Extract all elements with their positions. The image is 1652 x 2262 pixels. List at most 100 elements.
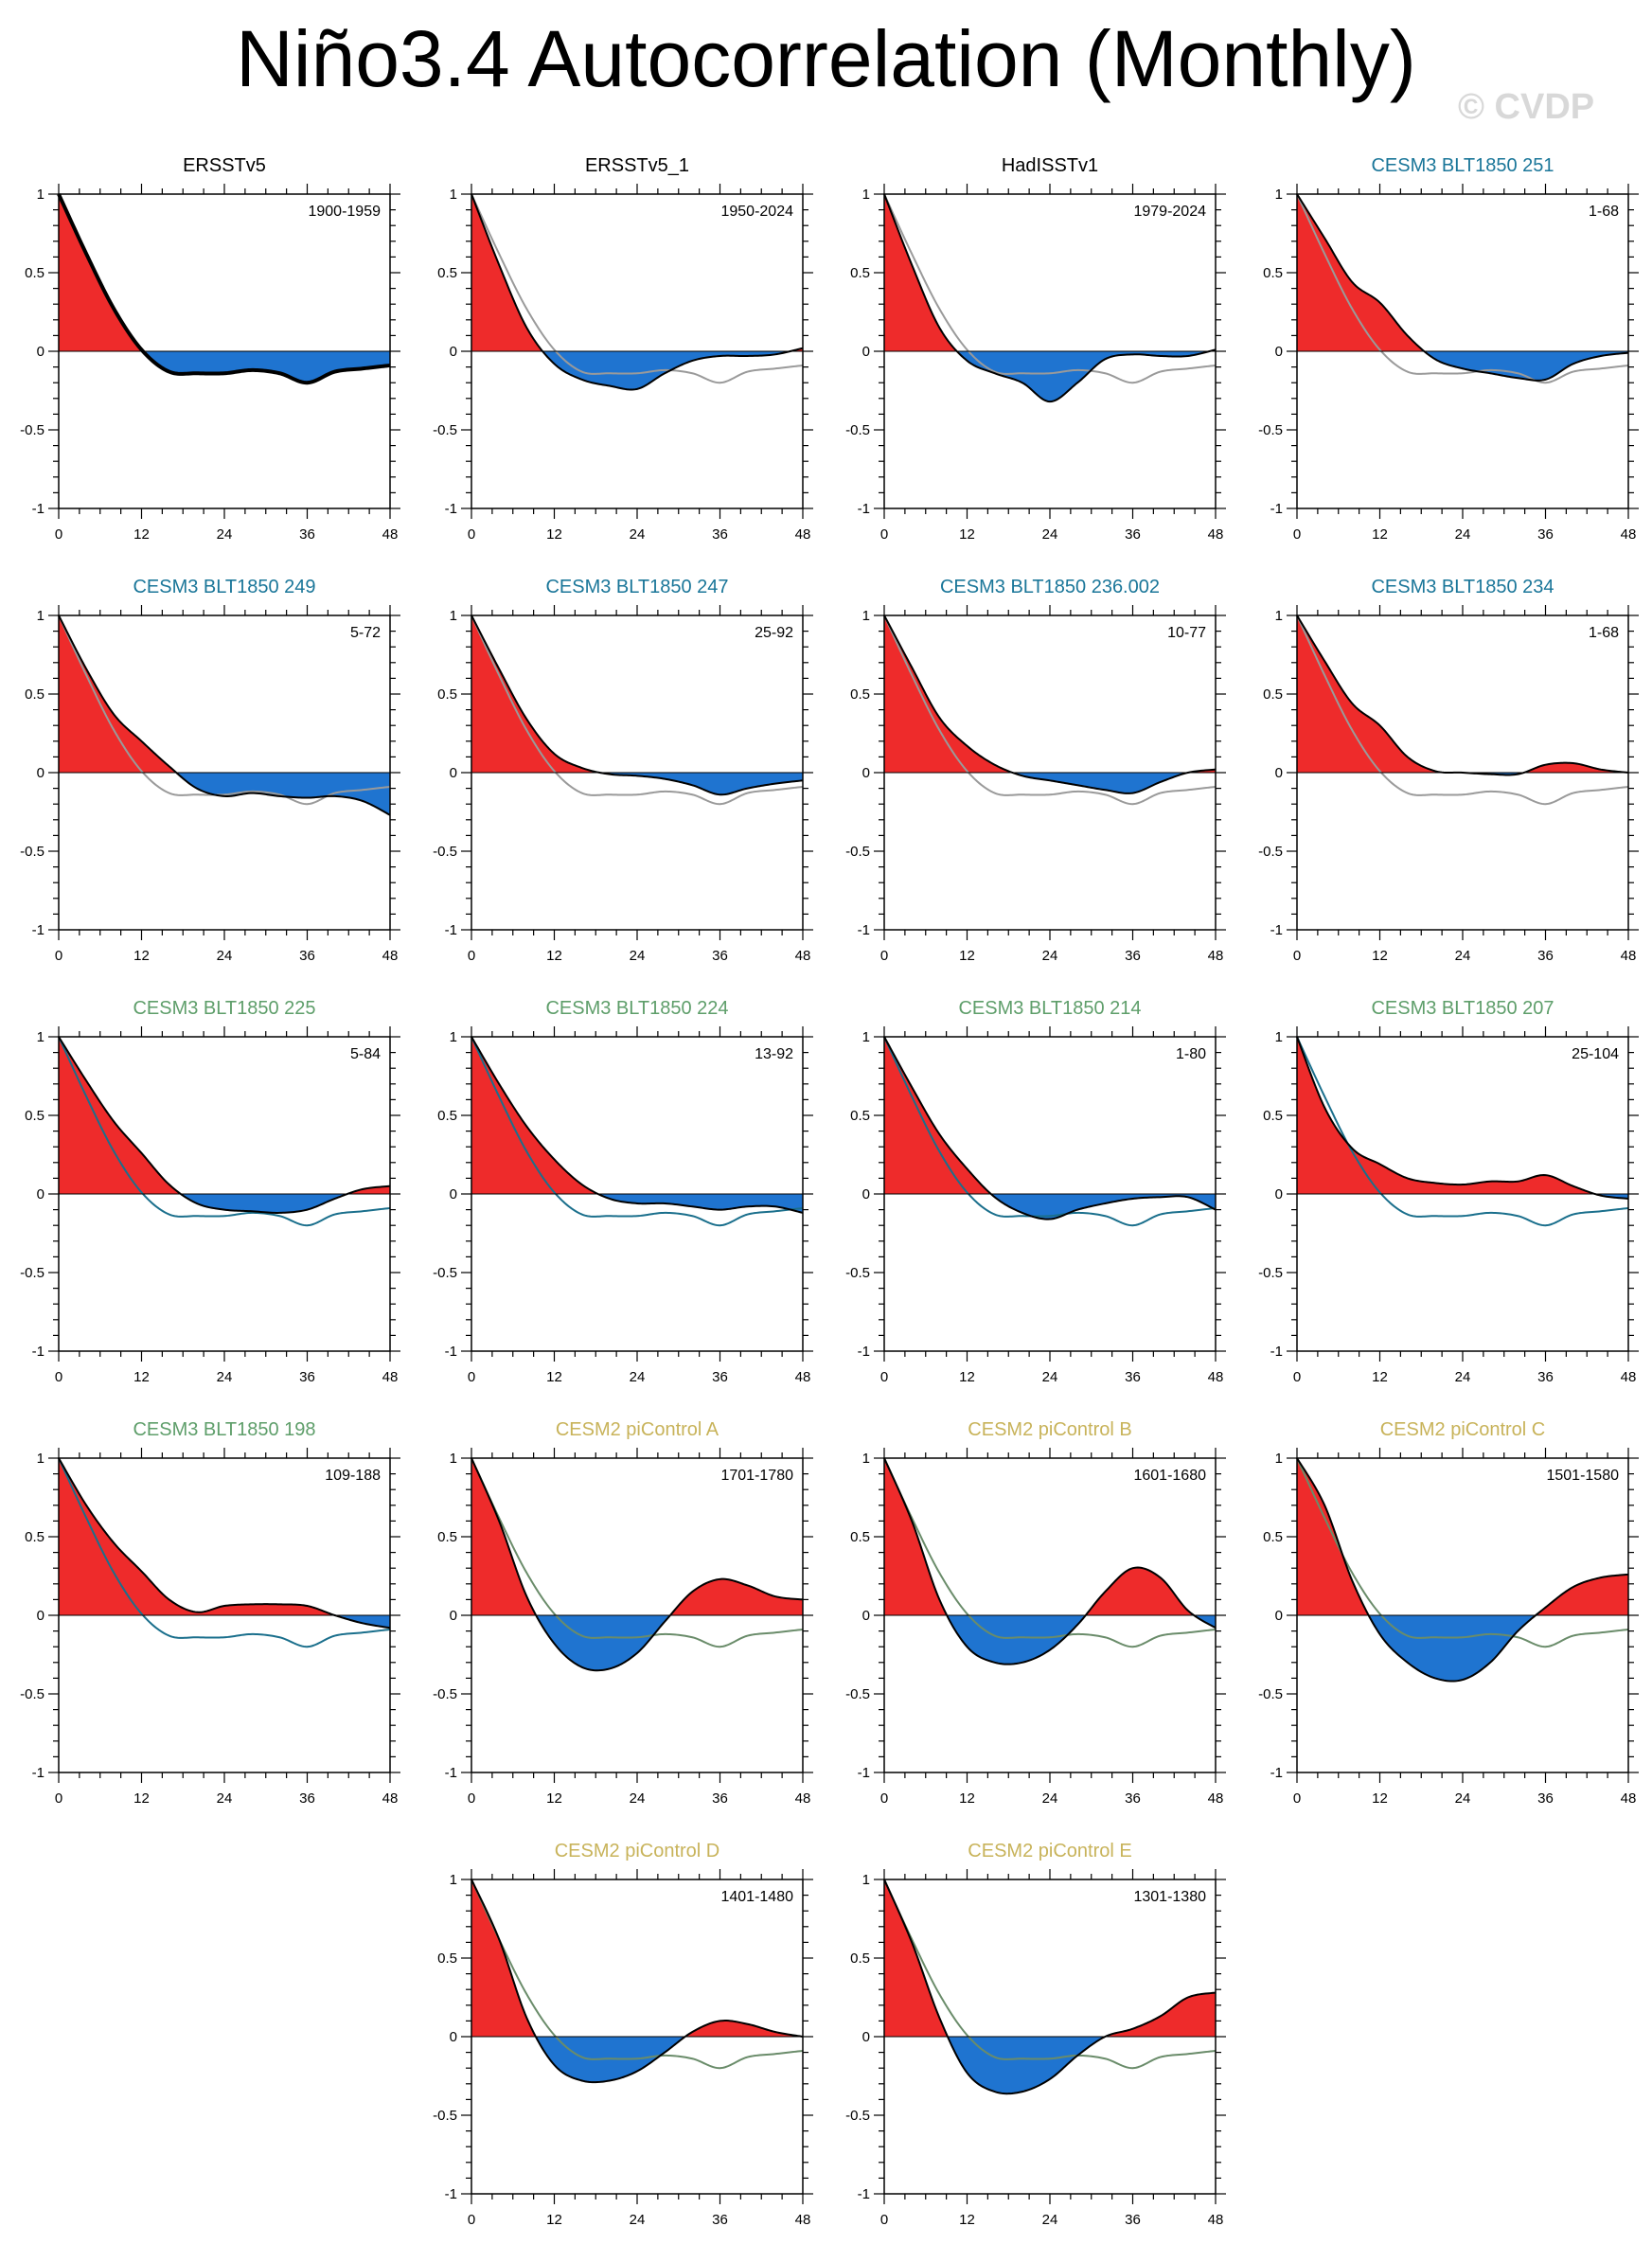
- x-tick-label: 36: [1537, 526, 1554, 543]
- panel-2: 0 12 24 36 48 1 0.5 0 -0.5 -1 ERSSTv5_1 1950-2024: [433, 155, 813, 543]
- y-tick-label: 1: [1275, 1029, 1283, 1045]
- positive-fill: [884, 1037, 1216, 1194]
- x-tick-label: 36: [1537, 948, 1554, 964]
- x-tick-label: 12: [133, 1369, 150, 1385]
- y-tick-label: 0.5: [850, 265, 870, 281]
- positive-fill: [471, 1458, 803, 1615]
- x-tick-label: 48: [795, 948, 811, 964]
- y-tick-label: 0: [1275, 1186, 1283, 1202]
- reference-line: [1296, 193, 1629, 384]
- x-tick-label: 48: [382, 948, 399, 964]
- x-tick-label: 36: [299, 1369, 315, 1385]
- panel-10: 0 12 24 36 48 1 0.5 0 -0.5 -1 CESM3 BLT1850 224 13-…: [433, 998, 813, 1385]
- negative-fill: [1297, 351, 1628, 381]
- panel-title: ERSSTv5: [183, 155, 266, 176]
- panel-title: CESM3 BLT1850 224: [545, 998, 728, 1019]
- y-tick-label: 0: [450, 765, 457, 781]
- y-tick-label: -0.5: [433, 844, 457, 860]
- negative-fill: [471, 1615, 803, 1671]
- y-tick-label: 0.5: [1263, 265, 1283, 281]
- x-tick-label: 12: [546, 1369, 562, 1385]
- panel-1: 0 12 24 36 48 1 0.5 0 -0.5 -1 ERSSTv5 1900-1959: [20, 155, 400, 543]
- x-tick-label: 12: [959, 1369, 975, 1385]
- y-tick-label: 1: [862, 608, 870, 624]
- x-tick-label: 0: [880, 948, 888, 964]
- panel-title: CESM3 BLT1850 214: [958, 998, 1141, 1019]
- y-tick-label: 0: [37, 1186, 44, 1202]
- x-tick-label: 0: [1293, 948, 1301, 964]
- negative-fill: [471, 2037, 803, 2083]
- x-tick-label: 48: [1621, 1790, 1637, 1807]
- x-tick-label: 12: [1372, 1790, 1388, 1807]
- x-tick-label: 12: [959, 1790, 975, 1807]
- x-tick-label: 48: [382, 526, 399, 543]
- y-tick-label: 0.5: [850, 1950, 870, 1967]
- x-tick-label: 36: [1125, 526, 1141, 543]
- panel-16: 0 12 24 36 48 1 0.5 0 -0.5 -1 CESM2 piControl C 150…: [1258, 1419, 1639, 1807]
- x-tick-label: 36: [712, 526, 728, 543]
- y-tick-label: -0.5: [845, 422, 870, 438]
- x-tick-label: 48: [1621, 526, 1637, 543]
- y-tick-label: -1: [32, 922, 44, 938]
- y-tick-label: -1: [1270, 1344, 1283, 1360]
- y-tick-label: -0.5: [845, 1265, 870, 1281]
- panel-8: 0 12 24 36 48 1 0.5 0 -0.5 -1 CESM3 BLT1850 234 1-6…: [1258, 577, 1639, 964]
- autocorrelation-line: [471, 1879, 804, 2084]
- y-tick-label: -1: [1270, 501, 1283, 517]
- x-tick-label: 0: [55, 948, 62, 964]
- x-tick-label: 24: [217, 948, 233, 964]
- y-tick-label: 0.5: [25, 265, 44, 281]
- y-tick-label: 0.5: [25, 1529, 44, 1545]
- panel-18: 0 12 24 36 48 1 0.5 0 -0.5 -1 CESM2 piControl E 130…: [845, 1841, 1226, 2228]
- y-tick-label: -1: [858, 1765, 870, 1781]
- negative-fill: [884, 351, 1216, 402]
- reference-line: [1296, 1457, 1629, 1648]
- x-tick-label: 0: [880, 1369, 888, 1385]
- x-tick-label: 36: [299, 1790, 315, 1807]
- period-label: 1900-1959: [308, 204, 381, 220]
- panel-14: 0 12 24 36 48 1 0.5 0 -0.5 -1 CESM2 piControl A 170…: [433, 1419, 813, 1807]
- autocorrelation-line: [471, 1036, 804, 1214]
- x-tick-label: 24: [1455, 526, 1471, 543]
- y-tick-label: -0.5: [1258, 422, 1283, 438]
- x-tick-label: 36: [712, 2212, 728, 2228]
- y-tick-label: 0.5: [1263, 1529, 1283, 1545]
- panel-title: CESM2 piControl A: [556, 1419, 719, 1440]
- y-tick-label: -1: [1270, 922, 1283, 938]
- y-tick-label: -0.5: [845, 2108, 870, 2124]
- x-tick-label: 12: [133, 948, 150, 964]
- x-tick-label: 24: [1455, 948, 1471, 964]
- x-tick-label: 12: [1372, 948, 1388, 964]
- autocorrelation-line: [471, 193, 804, 391]
- x-tick-label: 24: [630, 948, 646, 964]
- y-tick-label: 1: [862, 1872, 870, 1888]
- negative-fill: [59, 1194, 390, 1213]
- x-tick-label: 48: [1208, 948, 1224, 964]
- y-tick-label: 0.5: [437, 1529, 457, 1545]
- y-tick-label: 0.5: [25, 686, 44, 703]
- y-tick-label: -0.5: [433, 422, 457, 438]
- period-label: 1950-2024: [720, 204, 793, 220]
- y-tick-label: 0.5: [437, 1950, 457, 1967]
- y-tick-label: -1: [32, 501, 44, 517]
- y-tick-label: -0.5: [433, 1265, 457, 1281]
- reference-line: [471, 1457, 804, 1648]
- x-tick-label: 36: [1537, 1369, 1554, 1385]
- period-label: 1701-1780: [720, 1468, 793, 1484]
- autocorrelation-line: [883, 614, 1217, 794]
- panel-11: 0 12 24 36 48 1 0.5 0 -0.5 -1 CESM3 BLT1850 214 1-8…: [845, 998, 1226, 1385]
- x-tick-label: 0: [880, 1790, 888, 1807]
- reference-line: [1296, 614, 1629, 806]
- y-tick-label: 0: [450, 1608, 457, 1624]
- period-label: 5-72: [350, 625, 381, 641]
- reference-line: [58, 1036, 391, 1227]
- autocorrelation-line: [471, 614, 804, 796]
- panel-5: 0 12 24 36 48 1 0.5 0 -0.5 -1 CESM3 BLT1850 249 5-7…: [20, 577, 400, 964]
- y-tick-label: 1: [450, 608, 457, 624]
- x-tick-label: 0: [468, 1790, 475, 1807]
- x-tick-label: 0: [1293, 1369, 1301, 1385]
- y-tick-label: 0: [1275, 765, 1283, 781]
- y-tick-label: -0.5: [845, 1686, 870, 1702]
- x-tick-label: 0: [468, 948, 475, 964]
- panel-4: 0 12 24 36 48 1 0.5 0 -0.5 -1 CESM3 BLT1850 251 1-6…: [1258, 155, 1639, 543]
